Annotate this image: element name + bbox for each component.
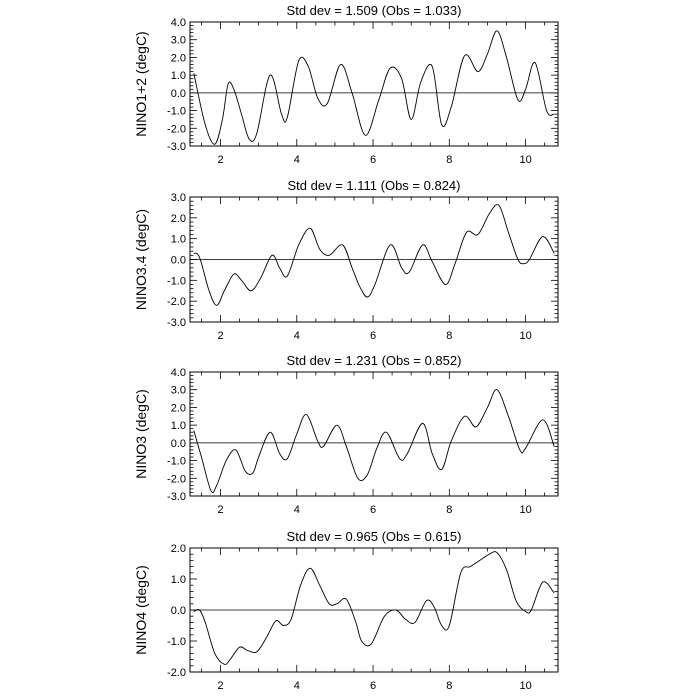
x-tick-label: 4	[294, 680, 300, 692]
y-tick-label: -1.0	[167, 106, 186, 118]
chart-title: Std dev = 1.231 (Obs = 0.852)	[287, 353, 462, 368]
x-tick-label: 4	[294, 330, 300, 342]
series-line-1	[193, 551, 555, 665]
y-tick-label: 0.0	[171, 605, 186, 617]
y-tick-label: 2.0	[171, 52, 186, 64]
y-tick-label: 0.0	[171, 255, 186, 267]
y-axis-label: NINO3 (degC)	[133, 389, 149, 478]
x-tick-label: 2	[217, 504, 223, 516]
x-tick-label: 8	[446, 154, 452, 166]
series-line-1	[193, 30, 555, 145]
y-tick-label: -1.0	[167, 456, 186, 468]
y-tick-label: 1.0	[171, 70, 186, 82]
series-line-1	[193, 389, 555, 494]
y-tick-label: -1.0	[167, 636, 186, 648]
x-tick-label: 10	[519, 330, 531, 342]
x-tick-label: 8	[446, 680, 452, 692]
x-tick-label: 10	[519, 680, 531, 692]
chart-title: Std dev = 1.111 (Obs = 0.824)	[288, 178, 461, 193]
y-tick-label: 0.0	[171, 88, 186, 100]
y-tick-label: 2.0	[171, 213, 186, 225]
x-tick-label: 2	[217, 330, 223, 342]
series-line-1	[193, 204, 555, 306]
y-tick-label: 1.0	[171, 420, 186, 432]
y-tick-label: -3.0	[167, 317, 186, 329]
y-tick-label: 1.0	[171, 234, 186, 246]
x-tick-label: 8	[446, 330, 452, 342]
plot-frame	[189, 371, 559, 497]
x-tick-label: 4	[294, 504, 300, 516]
y-tick-label: 3.0	[171, 192, 186, 204]
y-tick-label: 2.0	[171, 402, 186, 414]
y-tick-label: 0.0	[171, 438, 186, 450]
y-tick-label: 3.0	[171, 35, 186, 47]
y-tick-label: -2.0	[167, 667, 186, 679]
y-tick-label: -3.0	[167, 141, 186, 153]
x-tick-label: 4	[294, 154, 300, 166]
y-tick-label: 4.0	[171, 17, 186, 29]
chart-panel-4: Std dev = 0.965 (Obs = 0.615) -2.0 -1.0 0.0…	[133, 529, 559, 692]
x-tick-label: 8	[446, 504, 452, 516]
y-tick-label: -2.0	[167, 473, 186, 485]
plot-frame	[189, 21, 559, 147]
chart-title: Std dev = 1.509 (Obs = 1.033)	[287, 3, 462, 18]
y-tick-label: -1.0	[167, 275, 186, 287]
y-tick-label: -2.0	[167, 123, 186, 135]
y-tick-label: 3.0	[171, 385, 186, 397]
chart-title: Std dev = 0.965 (Obs = 0.615)	[287, 529, 462, 544]
y-tick-label: 4.0	[171, 367, 186, 379]
chart-panel-1: Std dev = 1.509 (Obs = 1.033) -3.0 -2.0 -1.…	[133, 3, 559, 166]
y-tick-label: -2.0	[167, 296, 186, 308]
chart-panel-2: Std dev = 1.111 (Obs = 0.824) -3.0 -2.0 -1.…	[133, 178, 559, 342]
x-tick-label: 10	[519, 504, 531, 516]
chart-panel-3: Std dev = 1.231 (Obs = 0.852) -3.0 -2.0 -1.…	[133, 353, 559, 516]
x-tick-label: 2	[217, 154, 223, 166]
y-tick-label: 1.0	[171, 574, 186, 586]
y-tick-label: 2.0	[171, 543, 186, 555]
x-tick-label: 2	[217, 680, 223, 692]
y-axis-label: NINO4 (degC)	[133, 565, 149, 654]
x-tick-label: 6	[370, 680, 376, 692]
x-tick-label: 6	[370, 154, 376, 166]
x-tick-label: 10	[519, 154, 531, 166]
y-tick-label: -3.0	[167, 491, 186, 503]
y-axis-label: NINO1+2 (degC)	[133, 31, 149, 136]
x-tick-label: 6	[370, 504, 376, 516]
x-tick-label: 6	[370, 330, 376, 342]
y-axis-label: NINO3.4 (degC)	[133, 209, 149, 310]
